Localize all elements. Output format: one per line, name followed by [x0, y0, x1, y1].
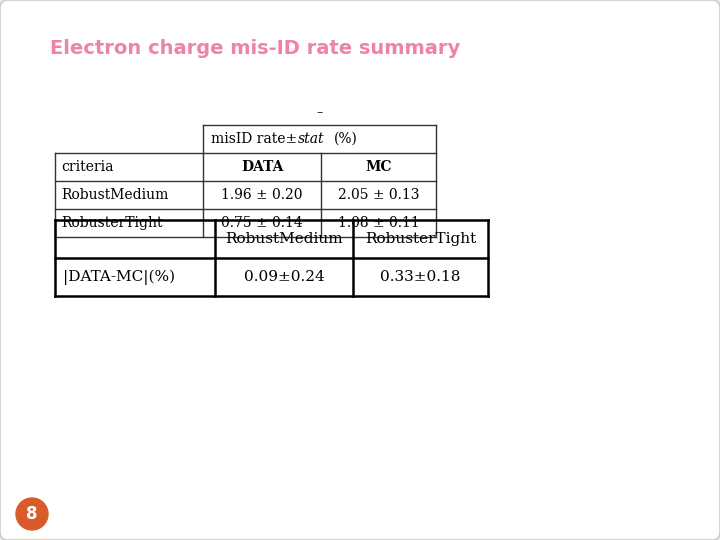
Text: Electron charge mis-ID rate summary: Electron charge mis-ID rate summary [50, 38, 460, 57]
Text: |DATA-MC|(%): |DATA-MC|(%) [63, 269, 175, 285]
Text: 8: 8 [26, 505, 37, 523]
Text: RobustMedium: RobustMedium [61, 188, 168, 202]
Text: DATA: DATA [240, 160, 283, 174]
Text: –: – [316, 106, 323, 119]
Text: MC: MC [365, 160, 392, 174]
Text: 0.09±0.24: 0.09±0.24 [243, 270, 325, 284]
Text: misID rate±: misID rate± [212, 132, 297, 146]
Text: stat: stat [297, 132, 324, 146]
Text: criteria: criteria [61, 160, 114, 174]
Text: 1.08 ± 0.11: 1.08 ± 0.11 [338, 216, 419, 230]
Text: RobusterTight: RobusterTight [365, 232, 476, 246]
Text: 0.33±0.18: 0.33±0.18 [380, 270, 461, 284]
Text: 1.96 ± 0.20: 1.96 ± 0.20 [221, 188, 302, 202]
Text: 0.75 ± 0.14: 0.75 ± 0.14 [221, 216, 303, 230]
Text: RobusterTight: RobusterTight [61, 216, 163, 230]
Text: RobustMedium: RobustMedium [225, 232, 343, 246]
Circle shape [16, 498, 48, 530]
Text: 2.05 ± 0.13: 2.05 ± 0.13 [338, 188, 419, 202]
Text: (%): (%) [333, 132, 357, 146]
